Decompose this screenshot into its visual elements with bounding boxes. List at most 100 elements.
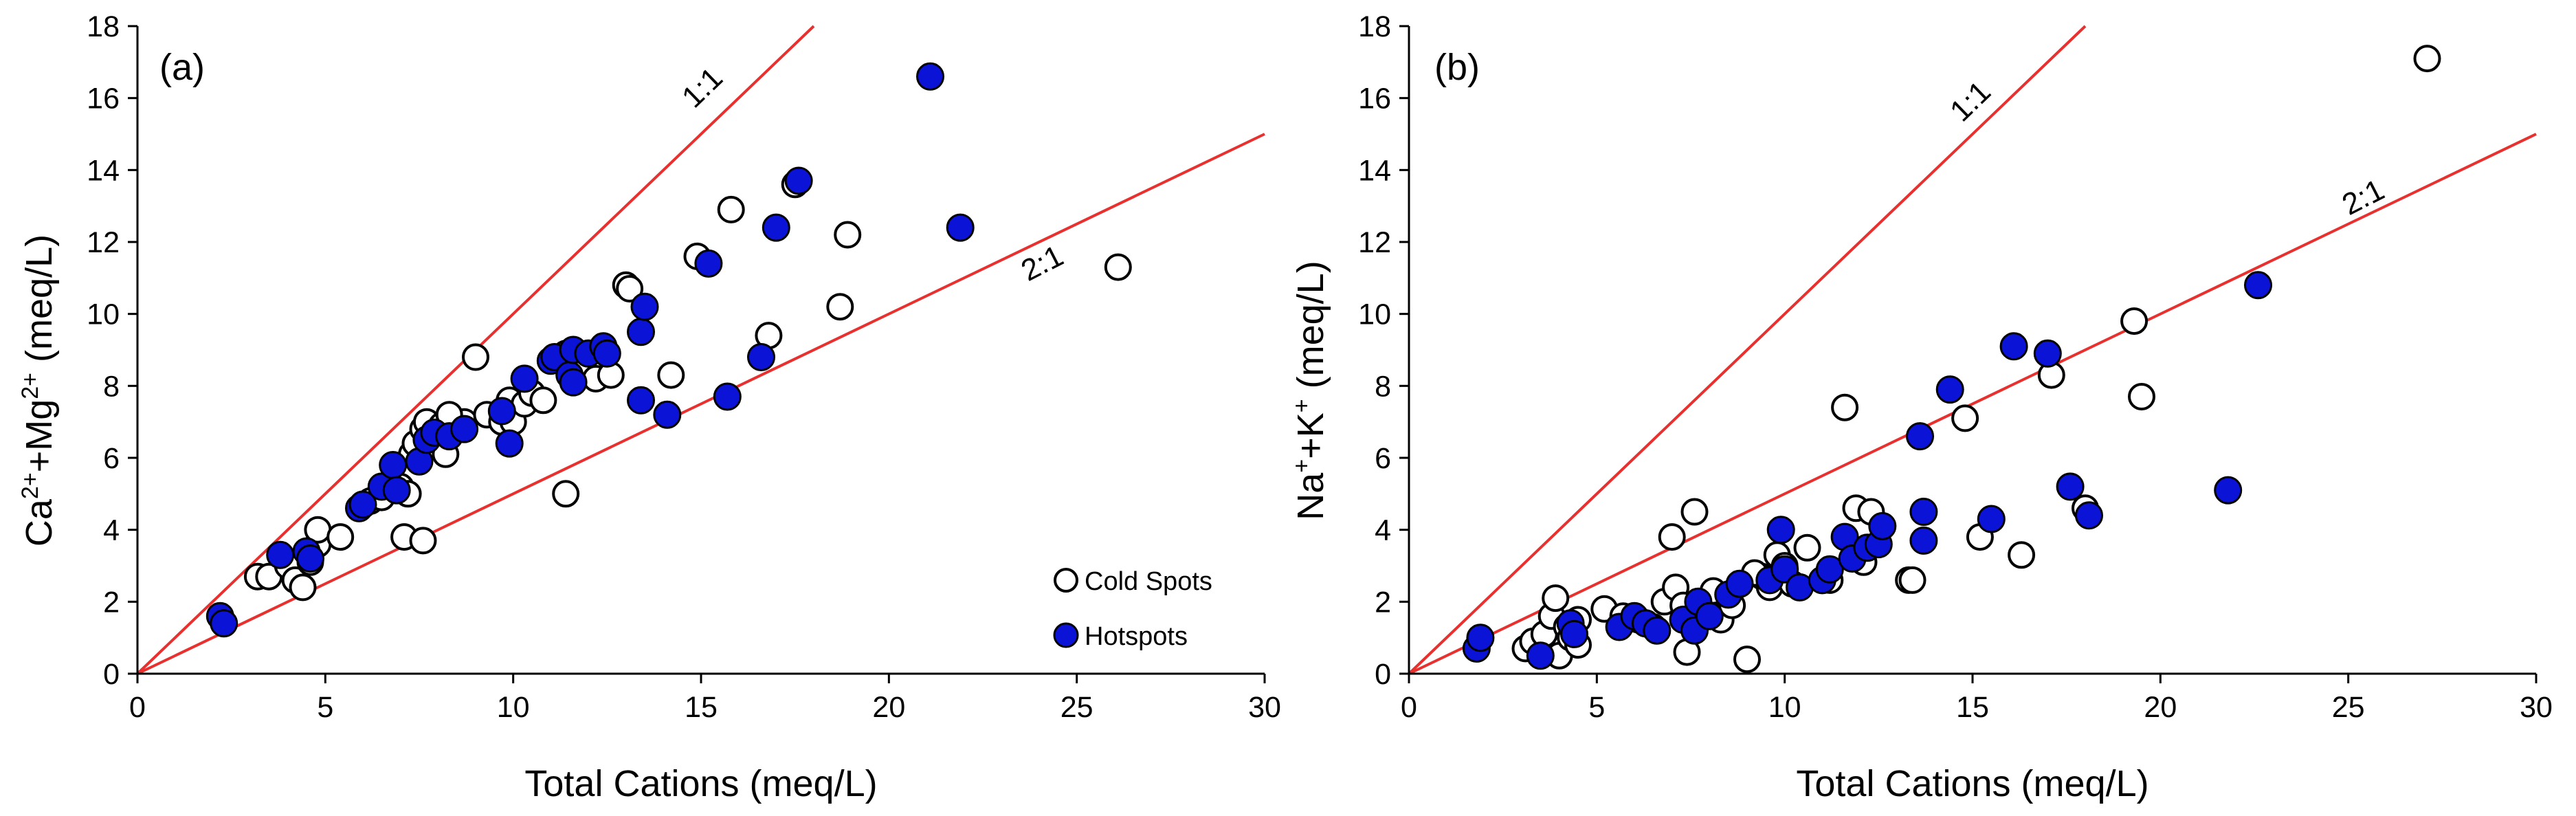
x-tick-label-b: 20 [2144,691,2177,724]
y-tick-label-b: 2 [1375,586,1391,619]
x-axis-title-a: Total Cations (meq/L) [524,763,877,804]
cold-spot-point-a [326,523,355,551]
x-tick-label-a: 25 [1061,691,1093,724]
x-tick-label-a: 10 [497,691,530,724]
hotspot-point-a [266,540,295,569]
hotspot-point-a [653,400,682,429]
legend: Cold Spots Hotspots [1053,567,1212,651]
y-tick-label-b: 12 [1358,226,1391,259]
cold-spot-point-b [1680,498,1709,526]
y-tick-label-b: 10 [1358,298,1391,331]
x-tick-label-b: 0 [1401,691,1417,724]
x-tick-label-a: 0 [129,691,146,724]
panel-label-a: (a) [159,47,205,88]
x-tick-label-a: 30 [1248,691,1281,724]
hotspot-point-a [510,364,539,393]
hotspot-point-a [784,166,813,195]
hotspot-point-b [1906,422,1934,451]
y-tick-label-b: 4 [1375,514,1391,547]
y-tick-label-b: 18 [1358,10,1391,43]
hotspot-point-a [348,490,377,519]
hotspot-point-b [1526,641,1555,670]
hotspot-point-a [627,318,655,346]
y-axis-title-b: Na++K+ (meq/L) [1289,261,1331,520]
axes-b: 0 5 10 15 20 25 30 0 2 4 6 8 10 12 14 16 18 [1358,10,2553,724]
cold-spot-point-b [1542,584,1570,613]
hotspot-point-a [450,415,479,443]
y-tick-label-a: 16 [87,82,120,115]
hotspot-point-a [762,213,790,242]
legend-label-hot: Hotspots [1085,622,1188,651]
x-tick-label-a: 15 [685,691,718,724]
cold-spot-point-b [2120,307,2148,335]
cold-spot-point-b [2008,541,2036,569]
hotspot-point-b [1725,569,1754,598]
y-tick-label-b: 6 [1375,442,1391,475]
hotspot-point-b [1560,619,1588,648]
points-a [206,62,1132,638]
y-axis-title-a: Ca2++Mg2+ (meq/L) [17,234,60,547]
y-tick-label-a: 12 [87,226,120,259]
y-tick-label-b: 0 [1375,658,1391,691]
ratio-line-1to1-b [1408,25,2087,675]
cold-spot-point-a [462,343,489,371]
ratio-line-2to1-a [137,133,1265,675]
hotspot-point-b [2075,501,2103,530]
x-tick-label-b: 15 [1956,691,1989,724]
hotspot-point-a [694,249,723,278]
cold-spot-point-a [616,275,644,302]
y-tick-label-a: 2 [103,586,120,619]
hotspot-point-a [627,386,655,415]
ratio-label-1to1-a: 1:1 [676,61,729,115]
legend-marker-hot [1053,622,1079,648]
hotspot-point-b [1909,526,1938,555]
hotspot-point-b [1815,555,1844,584]
hotspot-point-b [1766,516,1795,544]
y-tick-label-a: 0 [103,658,120,691]
hotspot-point-b [1643,616,1672,645]
y-tick-label-a: 6 [103,442,120,475]
panel-label-b: (b) [1434,47,1480,88]
legend-marker-cold [1054,568,1078,593]
hotspot-point-a [382,476,411,505]
hotspot-point-a [946,213,975,242]
cold-spot-point-a [289,573,317,602]
cold-spot-point-b [1658,523,1686,551]
axes-a: 0 5 10 15 20 25 30 0 2 4 6 8 10 12 14 16 18 [87,10,1281,724]
hotspot-point-b [1868,511,1897,540]
cold-spot-point-a [717,195,745,223]
cold-spot-point-a [834,221,862,249]
y-tick-label-b: 16 [1358,82,1391,115]
y-tick-label-b: 14 [1358,154,1391,187]
cold-spot-point-b [1793,533,1821,562]
cold-spot-point-b [1733,646,1761,674]
cold-spot-point-a [552,480,580,508]
cold-spot-point-b [1951,404,1979,432]
hotspot-point-b [2033,339,2062,368]
x-tick-label-b: 10 [1768,691,1801,724]
y-tick-label-a: 8 [103,370,120,403]
y-tick-label-a: 10 [87,298,120,331]
hotspot-point-a [559,368,588,397]
x-axis-title-b: Total Cations (meq/L) [1796,763,2148,804]
hotspot-point-b [1770,555,1799,584]
cold-spot-point-b [1898,566,1927,594]
x-tick-label-b: 25 [2332,691,2365,724]
ref-lines-b [1408,25,2537,675]
hotspot-point-b [1466,624,1495,652]
cold-spot-point-a [1104,253,1132,281]
cold-spot-point-b [2128,383,2155,410]
hotspot-point-a [747,343,775,371]
hotspot-point-b [1999,332,2028,361]
cold-spot-point-b [2413,45,2441,73]
hotspot-point-a [296,544,324,573]
hotspot-point-b [2244,271,2272,300]
x-tick-label-b: 30 [2520,691,2553,724]
cold-spot-point-a [826,293,854,321]
hotspot-point-b [1977,505,2006,533]
ratio-label-2to1-a: 2:1 [1016,239,1069,287]
ratio-label-2to1-b: 2:1 [2337,173,2390,221]
ratio-line-2to1-b [1408,133,2537,675]
